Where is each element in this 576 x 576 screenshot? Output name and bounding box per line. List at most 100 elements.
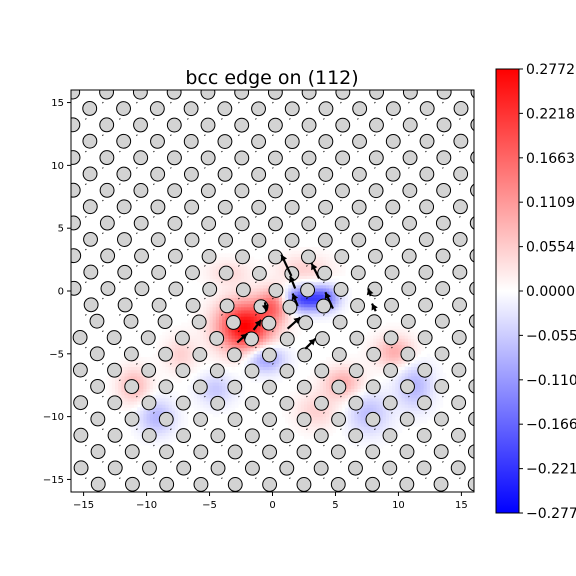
- heatmap-cell: [329, 287, 333, 292]
- heatmap-cell: [348, 394, 352, 399]
- heatmap-cell: [278, 363, 283, 367]
- heatmap-cell: [329, 256, 333, 261]
- atom: [384, 265, 400, 280]
- heatmap-cell: [178, 356, 182, 361]
- heatmap-cell: [159, 400, 163, 405]
- heatmap-cell: [253, 259, 258, 264]
- heatmap-cell: [253, 309, 258, 314]
- heatmap-cell: [414, 416, 418, 421]
- heatmap-cell: [291, 422, 296, 427]
- heatmap-cell: [420, 388, 425, 393]
- atom: [251, 232, 267, 248]
- heatmap-cell: [130, 363, 135, 367]
- displacement-arrow-small: [85, 346, 87, 349]
- heatmap-cell: [159, 432, 163, 437]
- heatmap-cell: [414, 350, 418, 355]
- heatmap-cell: [332, 306, 337, 311]
- heatmap-cell: [382, 344, 387, 349]
- heatmap-cell: [275, 350, 280, 355]
- heatmap-cell: [159, 363, 163, 367]
- heatmap-cell: [209, 378, 214, 383]
- heatmap-cell: [228, 294, 233, 298]
- heatmap-cell: [181, 413, 185, 418]
- heatmap-cell: [436, 397, 440, 402]
- heatmap-cell: [344, 366, 349, 371]
- heatmap-cell: [294, 287, 299, 292]
- heatmap-cell: [190, 331, 195, 336]
- heatmap-cell: [272, 369, 277, 374]
- heatmap-cell: [376, 363, 381, 367]
- heatmap-cell: [417, 416, 422, 421]
- heatmap-cell: [215, 344, 220, 349]
- heatmap-cell: [250, 275, 255, 280]
- heatmap-cell: [338, 272, 343, 276]
- heatmap-cell: [259, 360, 264, 364]
- atom: [470, 118, 474, 132]
- heatmap-cell: [181, 426, 185, 430]
- displacement-arrow-small: [408, 297, 410, 300]
- heatmap-cell: [234, 334, 239, 339]
- heatmap-cell: [329, 363, 333, 367]
- heatmap-cell: [281, 309, 286, 314]
- atom: [335, 90, 351, 100]
- heatmap-cell: [272, 363, 277, 367]
- atom: [57, 379, 71, 393]
- heatmap-cell: [366, 394, 371, 399]
- heatmap-cell: [250, 262, 255, 267]
- heatmap-cell: [303, 429, 308, 433]
- heatmap-cell: [417, 410, 422, 415]
- heatmap-cell: [332, 372, 337, 377]
- heatmap-cell: [193, 363, 198, 367]
- heatmap-cell: [310, 404, 315, 408]
- heatmap-cell: [218, 262, 223, 267]
- heatmap-cell: [168, 407, 173, 411]
- heatmap-cell: [253, 375, 258, 380]
- heatmap-cell: [228, 297, 233, 302]
- heatmap-cell: [297, 269, 302, 273]
- heatmap-cell: [111, 391, 116, 396]
- displacement-arrow-small: [306, 265, 308, 267]
- atom: [400, 379, 415, 395]
- heatmap-cell: [269, 312, 274, 317]
- heatmap-cell: [118, 382, 122, 386]
- displacement-arrow-small: [153, 379, 155, 382]
- heatmap-cell: [388, 344, 393, 349]
- heatmap-cell: [319, 319, 324, 324]
- heatmap-cell: [297, 247, 302, 251]
- heatmap-cell: [187, 353, 192, 358]
- heatmap-cell: [244, 272, 248, 276]
- heatmap-cell: [344, 435, 349, 440]
- heatmap-cell: [174, 360, 179, 364]
- heatmap-cell: [288, 416, 292, 421]
- displacement-arrow-small: [323, 248, 325, 251]
- heatmap-cell: [218, 309, 223, 314]
- heatmap-cell: [118, 394, 122, 399]
- heatmap-cell: [269, 338, 274, 342]
- displacement-arrow-small: [459, 444, 461, 447]
- heatmap-cell: [206, 344, 211, 349]
- heatmap-cell: [388, 413, 393, 418]
- displacement-arrow-small: [425, 118, 427, 120]
- heatmap-cell: [212, 316, 217, 320]
- heatmap-cell: [332, 259, 337, 264]
- displacement-arrow-small: [204, 265, 206, 267]
- heatmap-cell: [316, 287, 321, 292]
- atom: [185, 265, 200, 281]
- heatmap-cell: [133, 394, 138, 399]
- heatmap-cell: [379, 366, 384, 371]
- atom: [385, 101, 401, 117]
- heatmap-cell: [379, 444, 384, 449]
- heatmap-cell: [225, 385, 230, 389]
- displacement-arrow-small: [459, 412, 461, 414]
- heatmap-cell: [237, 344, 242, 349]
- heatmap-cell: [225, 397, 230, 402]
- heatmap-cell: [278, 341, 283, 345]
- x-tick-label: −5: [202, 500, 217, 511]
- heatmap-cell: [401, 338, 406, 342]
- atom: [433, 444, 449, 460]
- heatmap-cell: [196, 375, 201, 380]
- heatmap-cell: [344, 363, 349, 367]
- heatmap-cell: [143, 360, 148, 364]
- heatmap-cell: [250, 347, 255, 352]
- heatmap-cell: [294, 312, 299, 317]
